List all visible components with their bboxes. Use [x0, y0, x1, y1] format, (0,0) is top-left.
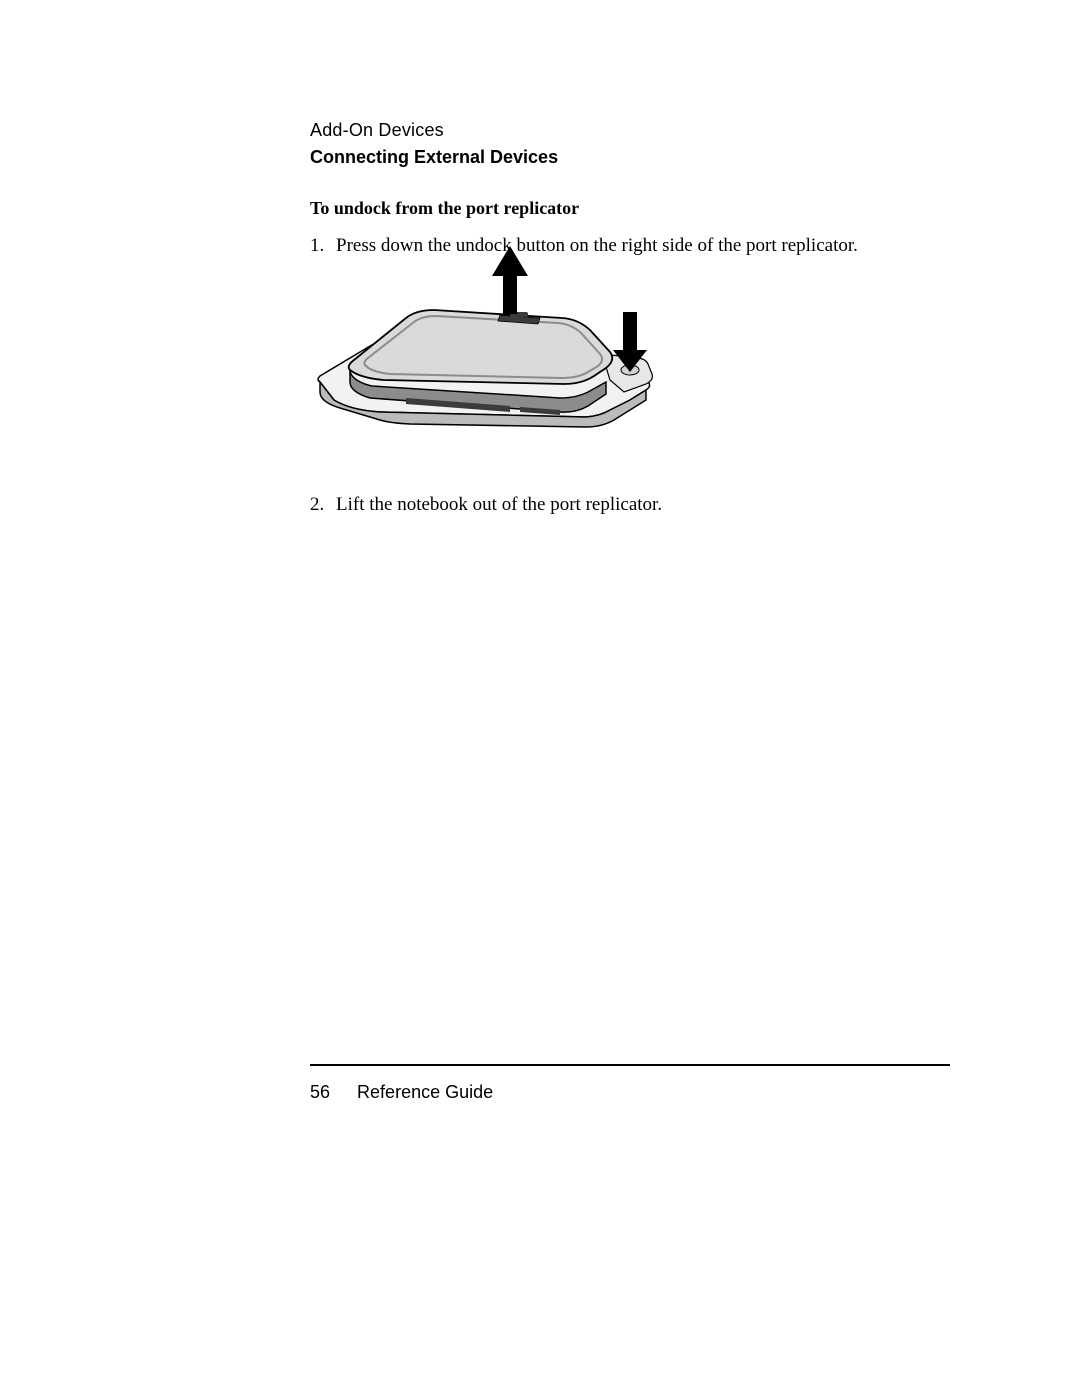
- step-2-number: 2.: [310, 492, 336, 518]
- undock-illustration-icon: [310, 242, 670, 452]
- chapter-title: Add-On Devices: [310, 120, 950, 141]
- doc-title: Reference Guide: [357, 1082, 493, 1102]
- page-footer: 56 Reference Guide: [310, 1082, 493, 1103]
- subheading: To undock from the port replicator: [310, 198, 950, 219]
- figure-undock: [310, 242, 670, 452]
- footer-rule: [310, 1064, 950, 1066]
- step-2: 2. Lift the notebook out of the port rep…: [310, 478, 950, 518]
- section-title: Connecting External Devices: [310, 147, 950, 168]
- document-page: Add-On Devices Connecting External Devic…: [0, 0, 1080, 1397]
- step-2-text: Lift the notebook out of the port replic…: [336, 492, 662, 518]
- page-header: Add-On Devices Connecting External Devic…: [310, 120, 950, 259]
- page-number: 56: [310, 1082, 330, 1102]
- lift-arrow-icon: [492, 246, 528, 314]
